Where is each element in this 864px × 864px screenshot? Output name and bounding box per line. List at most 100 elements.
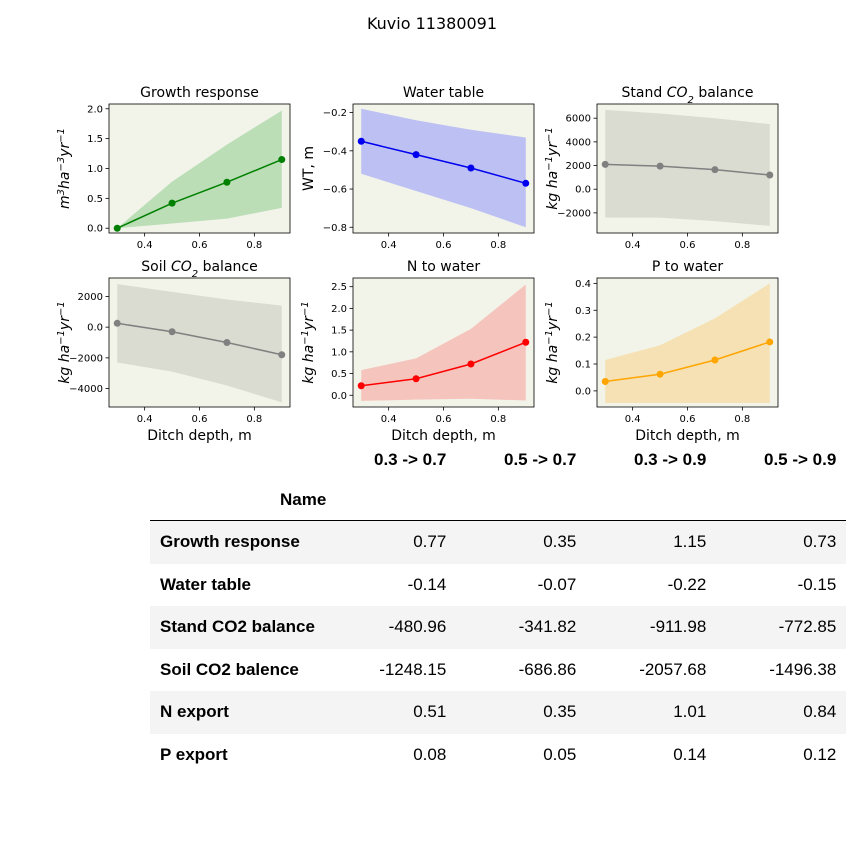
series-line (605, 163, 770, 176)
data-point (601, 160, 609, 168)
chart-panel: 0.4 0.6 0.8 −0.8 −0.6 −0.4 −0.2 Water table WT, … (301, 85, 535, 251)
data-point (656, 370, 664, 378)
x-tick-label: 0.8 (246, 414, 262, 425)
x-tick-label: 0.4 (625, 414, 641, 425)
chart-title: Growth response (140, 85, 259, 101)
table-cell: 0.73 (803, 532, 837, 552)
series-line (605, 341, 771, 383)
y-tick-label: −0.2 (323, 108, 347, 119)
figure-title: Kuvio 11380091 (366, 14, 498, 33)
index-header-row: Name (150, 480, 847, 521)
y-tick-label: 2000 (566, 161, 591, 172)
confidence-band (117, 284, 282, 403)
y-axis-label: kg ha−1yr−1 (56, 301, 74, 383)
table-cell: -772.85 (778, 617, 837, 637)
y-tick-label: 2.0 (331, 304, 347, 315)
x-tick-label: 0.6 (680, 414, 696, 425)
y-tick-label: 0.5 (87, 194, 103, 205)
table-cell: 0.12 (803, 744, 837, 764)
x-tick-label: 0.4 (137, 240, 153, 251)
y-tick-label: −2000 (557, 208, 591, 219)
y-tick-label: 2000 (78, 292, 103, 303)
y-tick-label: −4000 (69, 384, 103, 395)
table-row: Water table -0.14 -0.07 -0.22 -0.15 (150, 564, 846, 607)
y-tick-label: −0.4 (323, 146, 347, 157)
table-cell: 0.14 (673, 744, 707, 764)
series-line (117, 322, 282, 356)
data-point (522, 338, 530, 346)
chart-title: N to water (407, 259, 481, 275)
table-row: Stand CO2 balance -480.96 -341.82 -911.98 -7… (150, 606, 847, 649)
data-point (357, 137, 365, 145)
confidence-band (605, 283, 770, 403)
row-label: Growth response (160, 532, 300, 552)
chart-panel: 0.4 0.6 0.8 0.0 0.5 1.0 1.5 2.0 2.5 N to water kg … (300, 259, 535, 444)
data-point (168, 199, 176, 207)
table-row: P export 0.08 0.05 0.14 0.12 (150, 734, 846, 777)
x-tick-label: 0.8 (490, 240, 506, 251)
y-tick-label: −0.8 (323, 223, 347, 234)
y-tick-label: 0.2 (575, 333, 591, 344)
results-table: 0.3 -> 0.7 0.5 -> 0.7 0.3 -> 0.9 0.5 -> … (150, 450, 847, 777)
y-axis-label: WT, m (301, 146, 317, 191)
table-cell: 0.05 (543, 744, 577, 764)
table-cell: -0.14 (407, 574, 447, 594)
y-tick-label: 6000 (566, 114, 591, 125)
column-header: 0.3 -> 0.7 (374, 450, 447, 469)
y-tick-label: 0.0 (331, 391, 347, 402)
y-axis-label: kg ha−1yr−1 (544, 127, 562, 209)
data-point (412, 151, 420, 159)
y-axis-label: kg ha−1yr−1 (300, 301, 318, 383)
table-cell: -341.82 (518, 617, 577, 637)
y-axis-label: kg ha−1yr−1 (544, 301, 562, 383)
row-label: P export (160, 744, 228, 764)
row-label: Water table (160, 574, 252, 594)
table-cell: 1.01 (673, 702, 707, 722)
y-tick-label: 2.5 (331, 282, 347, 293)
y-tick-label: 1.0 (87, 164, 103, 175)
chart-title: Soil CO2 balance (141, 259, 257, 280)
table-cell: 1.15 (673, 532, 707, 552)
y-tick-label: 1.5 (331, 326, 347, 337)
y-tick-label: 0.0 (575, 386, 591, 397)
x-axis-label: Ditch depth, m (635, 428, 739, 444)
chart-title: P to water (652, 259, 724, 275)
x-tick-label: 0.4 (381, 240, 397, 251)
x-axis-label: Ditch depth, m (147, 428, 251, 444)
confidence-band (361, 108, 526, 228)
column-header-row: 0.3 -> 0.7 0.5 -> 0.7 0.3 -> 0.9 0.5 -> … (150, 450, 846, 480)
y-tick-label: 0.0 (575, 185, 591, 196)
table-cell: 0.84 (803, 702, 837, 722)
row-label: Stand CO2 balance (160, 617, 315, 637)
table-cell: 0.35 (543, 702, 577, 722)
y-tick-label: 0.0 (87, 323, 103, 334)
data-point (711, 356, 719, 364)
x-tick-label: 0.4 (137, 414, 153, 425)
confidence-band (361, 284, 526, 401)
table-cell: -2057.68 (639, 659, 707, 679)
series-line (361, 341, 527, 387)
row-label: Soil CO2 balence (160, 659, 299, 679)
data-point (601, 377, 609, 385)
table-cell: -0.22 (667, 574, 707, 594)
data-point (522, 179, 530, 187)
table-cell: -1248.15 (379, 659, 447, 679)
chart-title: Stand CO2 balance (622, 85, 754, 106)
y-tick-label: 1.5 (87, 134, 103, 145)
y-tick-label: 0.4 (575, 279, 591, 290)
chart-grid: 0.4 0.6 0.8 0.0 0.5 1.0 1.5 2.0 Growth response m… (56, 85, 779, 444)
series-line (361, 140, 526, 185)
data-point (412, 375, 420, 383)
data-point (113, 224, 121, 232)
chart-panel: 0.4 0.6 0.8 0.0 0.1 0.2 0.3 0.4 P to water kg ha−… (544, 259, 779, 444)
x-tick-label: 0.6 (680, 240, 696, 251)
y-tick-label: 2.0 (87, 104, 103, 115)
row-label: N export (160, 702, 229, 722)
chart-panel: 0.4 0.6 0.8 0.0 0.5 1.0 1.5 2.0 Growth response m… (56, 85, 291, 251)
chart-title: Water table (403, 85, 484, 101)
chart-panel: 0.4 0.6 0.8 −4000 −2000 0.0 2000 Soil CO2 balan… (56, 259, 291, 444)
table-cell: -911.98 (649, 617, 707, 637)
y-tick-label: 4000 (566, 137, 591, 148)
x-tick-label: 0.6 (192, 414, 208, 425)
data-point (766, 171, 774, 179)
